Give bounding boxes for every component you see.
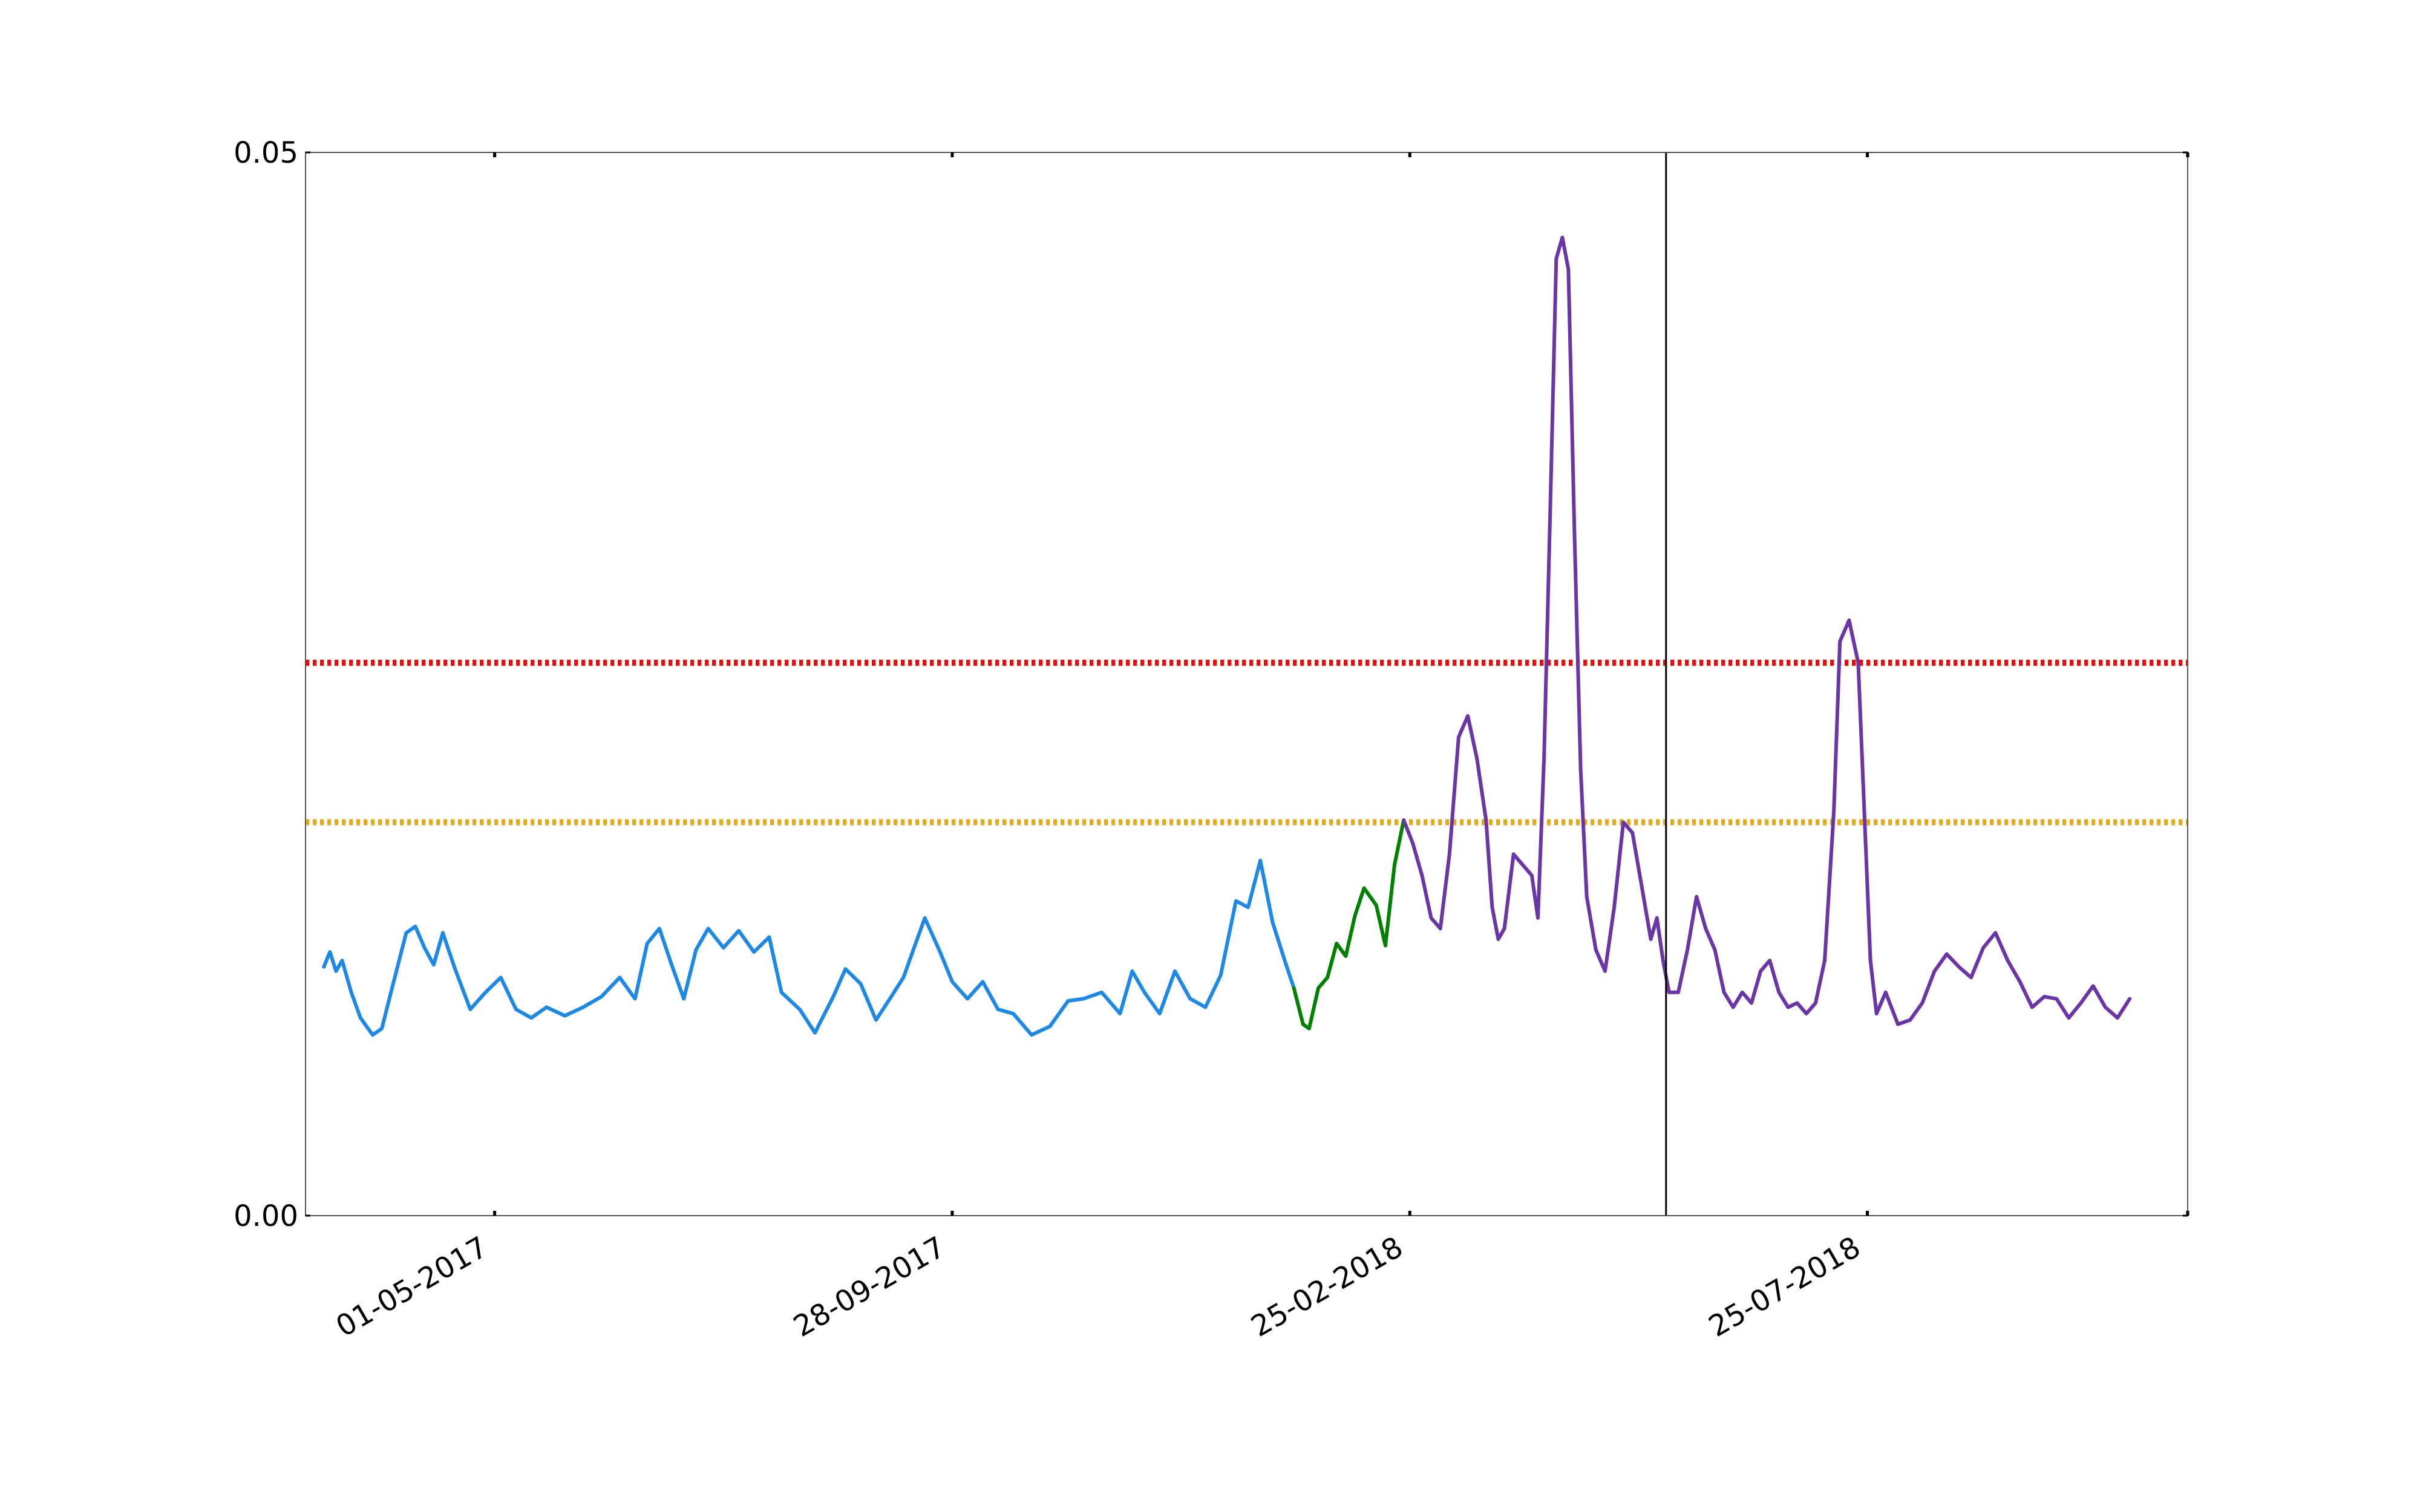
axes-frame — [305, 152, 2188, 1216]
x-tick-label: 25-07-2018 — [1703, 1230, 1866, 1344]
x-tick-label: 28-09-2017 — [788, 1230, 951, 1344]
x-tick-label: 25-02-2018 — [1246, 1230, 1409, 1344]
y-tick-label: 0.00 — [234, 1199, 298, 1233]
series-line-0 — [322, 858, 1296, 1037]
series-line-2 — [1402, 235, 2132, 1026]
series-line-1 — [1292, 818, 1406, 1031]
axes: 0.00 0.05 01-05-2017 28-09-2017 25-02-2018 25… — [234, 136, 2189, 1344]
y-tick-label: 0.05 — [234, 136, 298, 170]
plot-area — [306, 152, 2188, 1216]
x-tick-label: 01-05-2017 — [330, 1230, 494, 1344]
